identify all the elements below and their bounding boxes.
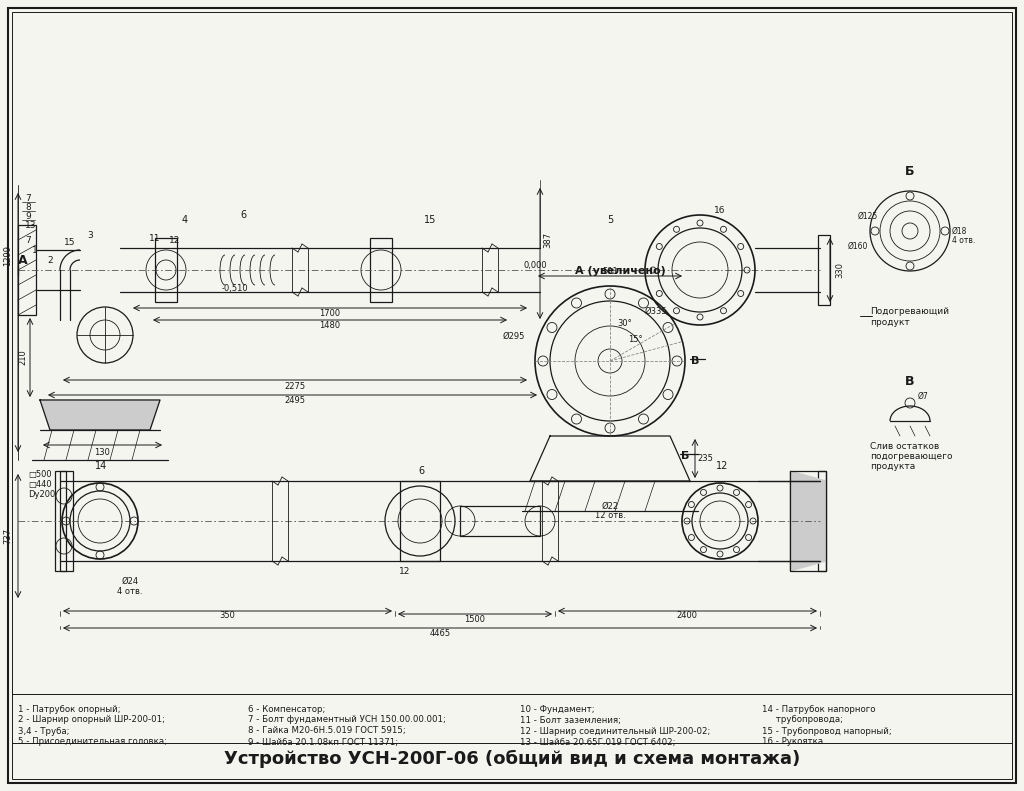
- Text: 387: 387: [544, 232, 553, 248]
- Text: 3,4 - Труба;: 3,4 - Труба;: [18, 726, 70, 736]
- Text: В: В: [691, 356, 699, 366]
- Text: 235: 235: [697, 453, 713, 463]
- Text: 2275: 2275: [285, 381, 305, 391]
- Text: Ø7: Ø7: [918, 392, 929, 400]
- Bar: [370, 238, 392, 302]
- Text: 1: 1: [32, 245, 38, 255]
- Text: 12 отв.: 12 отв.: [595, 512, 626, 520]
- Bar: [818, 235, 830, 305]
- Text: 13: 13: [25, 221, 37, 229]
- Text: 737: 737: [3, 528, 12, 544]
- Text: Dy200: Dy200: [28, 490, 55, 498]
- Text: Ø22: Ø22: [601, 501, 618, 510]
- Bar: [818, 471, 826, 571]
- Text: 8: 8: [25, 202, 31, 211]
- Text: 1 - Патрубок опорный;: 1 - Патрубок опорный;: [18, 705, 121, 713]
- Text: 15 - Трубопровод напорный;: 15 - Трубопровод напорный;: [762, 726, 892, 736]
- Text: 13 - Шайба 20.65Г.019 ГОСТ 6402;: 13 - Шайба 20.65Г.019 ГОСТ 6402;: [520, 737, 676, 747]
- Text: 10 - Фундамент;: 10 - Фундамент;: [520, 705, 595, 713]
- Text: Подогревающий: Подогревающий: [870, 306, 949, 316]
- Bar: [790, 471, 826, 571]
- Text: 14: 14: [95, 461, 108, 471]
- Text: 4: 4: [182, 215, 188, 225]
- Text: Ø335: Ø335: [645, 306, 668, 316]
- Text: Слив остатков: Слив остатков: [870, 441, 939, 451]
- Text: 1500: 1500: [465, 615, 485, 623]
- Text: 16: 16: [715, 206, 726, 214]
- Text: 3: 3: [87, 230, 93, 240]
- Text: 330: 330: [836, 262, 845, 278]
- Text: 6: 6: [418, 466, 424, 476]
- Text: 14 - Патрубок напорного: 14 - Патрубок напорного: [762, 705, 876, 713]
- Text: 4 отв.: 4 отв.: [118, 586, 142, 596]
- Text: 11: 11: [150, 233, 161, 243]
- Text: 2400: 2400: [677, 611, 697, 620]
- Polygon shape: [40, 400, 160, 430]
- Text: А: А: [18, 253, 28, 267]
- Text: продукта: продукта: [870, 461, 915, 471]
- Text: 0,000: 0,000: [523, 260, 547, 270]
- Text: 15: 15: [65, 237, 76, 247]
- Text: Ø125: Ø125: [858, 211, 878, 221]
- Text: 12: 12: [399, 566, 411, 576]
- Text: 501: 501: [602, 267, 617, 275]
- Text: 5 - Присоединительная головка;: 5 - Присоединительная головка;: [18, 737, 167, 747]
- Text: 8 - Гайка М20-6Н.5.019 ГОСТ 5915;: 8 - Гайка М20-6Н.5.019 ГОСТ 5915;: [248, 726, 406, 736]
- Bar: [60, 471, 66, 571]
- Text: 1480: 1480: [319, 320, 341, 330]
- Text: 12: 12: [716, 461, 728, 471]
- Text: 1299: 1299: [3, 244, 12, 266]
- Text: 2: 2: [47, 255, 53, 264]
- Text: А (увеличено): А (увеличено): [574, 266, 666, 276]
- Text: 4 отв.: 4 отв.: [952, 236, 975, 244]
- Text: 4465: 4465: [429, 630, 451, 638]
- Text: Б: Б: [681, 451, 689, 461]
- Text: 30°: 30°: [617, 319, 633, 327]
- Text: 1700: 1700: [319, 308, 341, 317]
- Text: подогревающего: подогревающего: [870, 452, 952, 460]
- Text: 9 - Шайба 20.1.08кп ГОСТ 11371;: 9 - Шайба 20.1.08кп ГОСТ 11371;: [248, 737, 398, 747]
- Text: Ø18: Ø18: [952, 226, 968, 236]
- Text: 6 - Компенсатор;: 6 - Компенсатор;: [248, 705, 326, 713]
- Bar: [155, 238, 177, 302]
- Text: 6: 6: [240, 210, 246, 220]
- Text: □440: □440: [28, 479, 51, 489]
- Text: 2495: 2495: [285, 396, 305, 404]
- Text: Устройство УСН-200Г-06 (общий вид и схема монтажа): Устройство УСН-200Г-06 (общий вид и схем…: [224, 750, 800, 768]
- Text: 12 - Шарнир соединительный ШР-200-02;: 12 - Шарнир соединительный ШР-200-02;: [520, 726, 711, 736]
- Text: 7 - Болт фундаментный УСН 150.00.00.001;: 7 - Болт фундаментный УСН 150.00.00.001;: [248, 716, 445, 725]
- Text: 9: 9: [25, 211, 31, 221]
- Text: 350: 350: [219, 611, 234, 620]
- Text: 12: 12: [169, 236, 180, 244]
- Text: 5: 5: [607, 215, 613, 225]
- Text: □500: □500: [28, 470, 51, 479]
- Text: трубопровода;: трубопровода;: [762, 716, 843, 725]
- Text: В: В: [905, 374, 914, 388]
- Bar: [55, 471, 73, 571]
- Text: -0,510: -0,510: [221, 283, 248, 293]
- Text: Ø295: Ø295: [503, 331, 525, 340]
- Text: 15: 15: [424, 215, 436, 225]
- Text: 11 - Болт заземления;: 11 - Болт заземления;: [520, 716, 621, 725]
- Text: Б: Б: [905, 165, 914, 177]
- Text: Ø160: Ø160: [848, 241, 868, 251]
- Polygon shape: [790, 471, 826, 571]
- Text: 130: 130: [94, 448, 110, 456]
- Text: 7: 7: [25, 194, 31, 202]
- Text: продукт: продукт: [870, 317, 909, 327]
- Text: Ø24: Ø24: [122, 577, 138, 585]
- Text: 16 - Рукоятка.: 16 - Рукоятка.: [762, 737, 825, 747]
- Bar: [18, 225, 36, 315]
- Text: 210: 210: [18, 349, 28, 365]
- Bar: [400, 481, 440, 561]
- Text: 7: 7: [26, 236, 31, 244]
- Text: 2 - Шарнир опорный ШР-200-01;: 2 - Шарнир опорный ШР-200-01;: [18, 716, 165, 725]
- Text: 15°: 15°: [628, 335, 642, 343]
- Bar: [460, 506, 540, 536]
